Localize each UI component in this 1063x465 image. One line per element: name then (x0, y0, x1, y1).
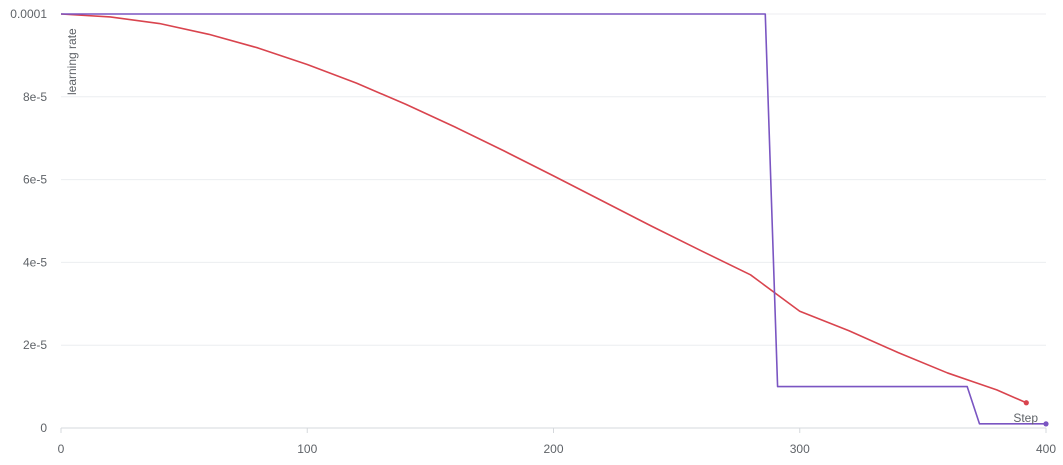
x-tick-label: 200 (543, 442, 563, 456)
x-tick-label: 400 (1036, 442, 1056, 456)
grid-lines (61, 13, 1046, 346)
x-tick-label: 0 (58, 442, 65, 456)
y-tick-label: 0 (40, 421, 47, 435)
x-tick-labels: 0 100 200 300 400 (58, 428, 1056, 456)
series-lines (60, 13, 1049, 427)
series-line-1 (60, 13, 1027, 404)
series-line-2 (61, 13, 1046, 425)
series-end-marker-2 (1043, 421, 1049, 427)
y-tick-label: 8e-5 (23, 90, 47, 104)
y-tick-label: 0.0001 (10, 7, 47, 21)
series-end-marker-1 (1023, 400, 1029, 406)
y-axis-title: learning rate (65, 28, 79, 95)
x-axis-title: Step (1013, 411, 1038, 425)
y-tick-label: 4e-5 (23, 255, 47, 269)
y-tick-label: 2e-5 (23, 338, 47, 352)
y-tick-label: 6e-5 (23, 173, 47, 187)
y-tick-labels: 0 2e-5 4e-5 6e-5 8e-5 0.0001 (10, 7, 47, 435)
x-tick-label: 300 (790, 442, 810, 456)
x-tick-label: 100 (297, 442, 317, 456)
